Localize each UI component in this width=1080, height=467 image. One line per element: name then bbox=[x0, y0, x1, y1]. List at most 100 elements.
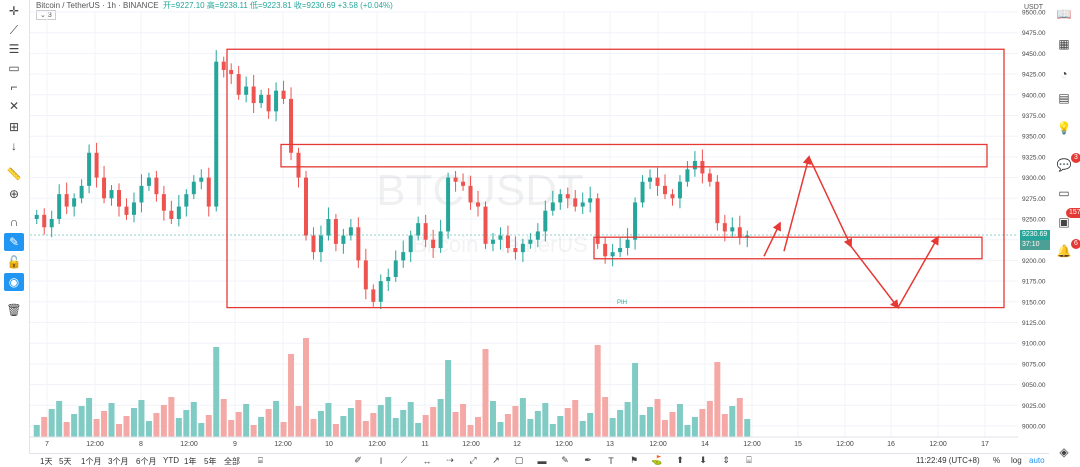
volume-bar bbox=[572, 400, 579, 437]
symbol-title[interactable]: Bitcoin / TetherUS · 1h · BINANCE bbox=[36, 1, 159, 10]
ruler-icon[interactable]: 📏 bbox=[6, 167, 22, 181]
volume-bar bbox=[56, 401, 63, 437]
price-tick-label: 9450.00 bbox=[1022, 51, 1046, 58]
arrow-up-tool-icon[interactable]: ⬆ bbox=[676, 455, 684, 465]
volume-bar bbox=[123, 416, 130, 437]
lock-icon[interactable]: 🔓 bbox=[6, 255, 22, 269]
range-5y[interactable]: 5年 bbox=[204, 457, 217, 466]
visibility-icon[interactable]: ◉ bbox=[4, 273, 24, 291]
volume-bar bbox=[385, 397, 392, 437]
volume-bar bbox=[430, 407, 437, 437]
time-tick-label: 12 bbox=[513, 441, 521, 448]
candle-body bbox=[520, 243, 525, 253]
arrow-tool-icon[interactable]: ↗ bbox=[492, 455, 500, 465]
volume-bar bbox=[93, 419, 100, 437]
candle-body bbox=[446, 177, 451, 232]
candle-body bbox=[745, 235, 750, 238]
volume-bar bbox=[362, 421, 369, 437]
layers-icon[interactable]: ◈ bbox=[1059, 445, 1069, 459]
brush-icon[interactable]: ⌐ bbox=[10, 80, 18, 94]
note-tool-icon[interactable]: ⚑ bbox=[629, 455, 639, 465]
date-range-icon[interactable]: ⌸ bbox=[258, 456, 263, 465]
volume-bar bbox=[355, 400, 362, 437]
text-tool-icon[interactable]: T bbox=[608, 455, 614, 466]
volume-bar bbox=[190, 402, 197, 437]
volume-bar bbox=[138, 400, 145, 437]
arrow-down-icon[interactable]: ↓ bbox=[11, 139, 17, 153]
lock-drawing-icon[interactable]: ✎ bbox=[4, 233, 24, 251]
time-tick-label: 15 bbox=[794, 441, 802, 448]
time-tick-label: 17 bbox=[981, 441, 989, 448]
range-ytd[interactable]: YTD bbox=[163, 456, 179, 465]
candle-body bbox=[94, 152, 99, 178]
magnet-icon[interactable]: ∩ bbox=[9, 215, 19, 229]
candle-body bbox=[333, 219, 338, 244]
volume-bar bbox=[317, 411, 324, 437]
price-tick-label: 9250.00 bbox=[1022, 217, 1046, 224]
percent-toggle[interactable]: % bbox=[993, 456, 1001, 465]
flag-tool-icon[interactable]: ⛳ bbox=[651, 455, 663, 465]
date-range-tool-icon[interactable]: ⌸ bbox=[746, 455, 752, 465]
extended-line-icon[interactable]: ⤢ bbox=[469, 455, 477, 465]
volume-bar bbox=[33, 425, 40, 437]
range-1y[interactable]: 1年 bbox=[184, 457, 197, 466]
message-icon[interactable]: ▭ bbox=[1058, 186, 1070, 200]
clock-icon[interactable]: ◔ bbox=[1060, 67, 1068, 81]
zoom-in-icon[interactable]: ⊕ bbox=[8, 187, 20, 201]
ray-tool-icon[interactable]: ⇢ bbox=[446, 455, 454, 465]
notifications-icon[interactable]: 🔔 6 bbox=[1054, 239, 1080, 261]
range-1m[interactable]: 1个月 bbox=[81, 457, 102, 466]
price-range-icon[interactable]: ⇕ bbox=[722, 455, 730, 465]
marker-tool-icon[interactable]: ǀ bbox=[379, 455, 383, 466]
hline-tool-icon[interactable]: ↔ bbox=[422, 455, 432, 466]
brush-tool-icon[interactable]: ✐ bbox=[354, 455, 362, 465]
pen-tool-icon[interactable]: ✒ bbox=[584, 455, 592, 465]
range-6m[interactable]: 6个月 bbox=[136, 457, 157, 466]
pencil-tool-icon[interactable]: ✎ bbox=[561, 455, 569, 465]
volume-bar bbox=[557, 416, 564, 437]
trash-icon[interactable]: 🗑 bbox=[6, 303, 22, 317]
pattern-icon[interactable]: ✕ bbox=[8, 99, 20, 113]
channel-tool-icon[interactable]: ▬ bbox=[537, 455, 547, 466]
volume-bar bbox=[160, 405, 167, 437]
auto-toggle[interactable]: auto bbox=[1029, 456, 1045, 465]
volume-bar bbox=[542, 403, 549, 437]
lightbulb-icon[interactable]: 💡 bbox=[1056, 121, 1072, 135]
volume-bar bbox=[71, 414, 78, 437]
bottom-toolbar: 1天 5天 1个月 3个月 6个月 YTD 1年 5年 全部 ⌸ ✐ ǀ ⟋ ↔… bbox=[29, 453, 1049, 467]
candle-body bbox=[57, 194, 62, 219]
volume-bar bbox=[228, 420, 235, 437]
box-resistance bbox=[280, 143, 988, 168]
calendar-grid-icon[interactable]: ▤ bbox=[1058, 91, 1070, 105]
arrow-down-tool-icon[interactable]: ⬇ bbox=[699, 455, 707, 465]
calendar-icon[interactable]: ▦ bbox=[1058, 37, 1070, 51]
rect-tool-icon[interactable]: ▢ bbox=[514, 455, 524, 465]
range-5d[interactable]: 5天 bbox=[59, 457, 72, 466]
range-3m[interactable]: 3个月 bbox=[108, 457, 129, 466]
candle-body bbox=[633, 202, 638, 240]
line-tool-icon[interactable]: ⟋ bbox=[400, 455, 408, 465]
chat-icon[interactable]: 💬 3 bbox=[1054, 153, 1080, 175]
candle-body bbox=[543, 210, 548, 232]
range-1d[interactable]: 1天 bbox=[40, 457, 53, 466]
horizontal-lines-icon[interactable]: ☰ bbox=[8, 42, 20, 56]
candle-body bbox=[580, 202, 585, 207]
volume-bars bbox=[33, 338, 751, 437]
time-tick-label: 8 bbox=[139, 441, 143, 448]
log-toggle[interactable]: log bbox=[1011, 456, 1022, 465]
candle-body bbox=[87, 152, 92, 186]
streams-icon[interactable]: ▣ 1576 bbox=[1054, 208, 1080, 232]
trend-line-icon[interactable]: ⟋ bbox=[9, 22, 19, 37]
candle-body bbox=[386, 276, 391, 282]
price-tick-label: 9475.00 bbox=[1022, 30, 1046, 37]
crosshair-icon[interactable]: ✛ bbox=[8, 4, 20, 18]
rectangle-icon[interactable]: ▭ bbox=[8, 61, 20, 75]
volume-bar bbox=[721, 414, 728, 437]
watchlist-icon[interactable]: 📖 bbox=[1056, 7, 1072, 21]
candle-body bbox=[573, 198, 578, 207]
indicator-collapse-chip[interactable]: ⌄ 3 bbox=[36, 10, 56, 20]
fib-icon[interactable]: ⊞ bbox=[8, 120, 20, 134]
volume-bar bbox=[661, 420, 668, 437]
range-all[interactable]: 全部 bbox=[224, 457, 240, 466]
